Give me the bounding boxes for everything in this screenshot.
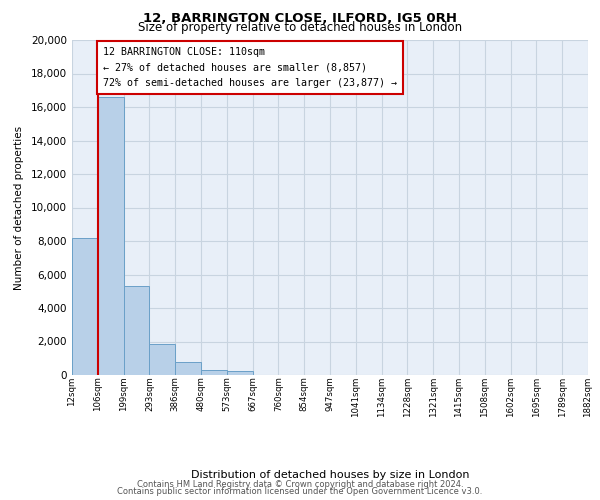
Bar: [149, 344, 175, 375]
Bar: [201, 370, 227, 375]
Text: Contains public sector information licensed under the Open Government Licence v3: Contains public sector information licen…: [118, 487, 482, 496]
Y-axis label: Number of detached properties: Number of detached properties: [14, 126, 24, 290]
Bar: [227, 371, 253, 375]
Text: 12, BARRINGTON CLOSE, ILFORD, IG5 0RH: 12, BARRINGTON CLOSE, ILFORD, IG5 0RH: [143, 12, 457, 24]
Text: Size of property relative to detached houses in London: Size of property relative to detached ho…: [138, 22, 462, 35]
Bar: [72, 238, 98, 375]
Bar: [124, 286, 149, 375]
Bar: [98, 97, 124, 375]
Text: 12 BARRINGTON CLOSE: 110sqm
← 27% of detached houses are smaller (8,857)
72% of : 12 BARRINGTON CLOSE: 110sqm ← 27% of det…: [103, 46, 397, 88]
Bar: [175, 362, 201, 375]
X-axis label: Distribution of detached houses by size in London: Distribution of detached houses by size …: [191, 470, 469, 480]
Text: Contains HM Land Registry data © Crown copyright and database right 2024.: Contains HM Land Registry data © Crown c…: [137, 480, 463, 489]
